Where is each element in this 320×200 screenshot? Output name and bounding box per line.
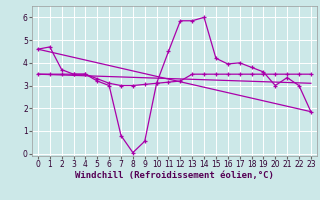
- X-axis label: Windchill (Refroidissement éolien,°C): Windchill (Refroidissement éolien,°C): [75, 171, 274, 180]
